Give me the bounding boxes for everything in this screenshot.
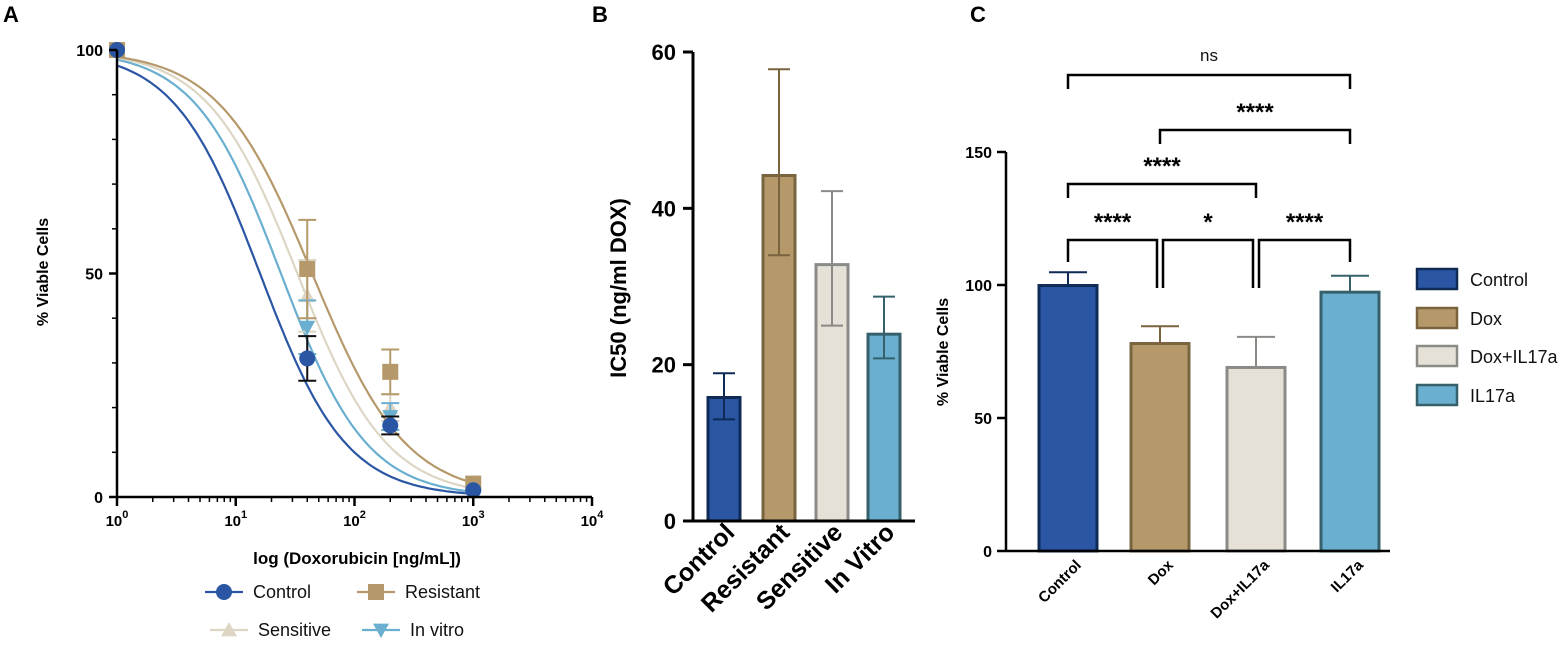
c-x-tick-label: IL17a [1328,556,1368,596]
b-bar-invitro [866,332,902,523]
a-x-tick-label: 101 [224,509,247,530]
c-bracket [1066,73,1352,89]
c-x-tick-label: Dox+IL17a [1207,556,1273,622]
c-legend-swatch-sensitive [1415,344,1459,368]
panel-b-letter: B [592,2,608,27]
a-legend-marker-control [216,584,232,600]
a-x-ticks: 100 101 102 103 104 [106,497,605,530]
a-y-ticks: 0 50 100 [76,43,117,507]
a-x-axis-title: log (Doxorubicin [ng/mL]) [253,549,461,568]
c-legend-label-sensitive: Dox+IL17a [1470,347,1559,367]
c-x-tick-label: Dox [1145,556,1178,589]
a-legend-label-resistant: Resistant [405,582,480,602]
c-legend-swatch-invitro [1415,383,1459,407]
panel-c-viability-bar-chart: 0 50 100 150 Control Dox Dox+IL17a IL17a % Via… [935,46,1559,622]
c-y-tick-label: 50 [974,411,992,428]
a-x-tick-label: 103 [462,509,485,530]
a-x-tick-exponent: 1 [241,509,247,521]
a-point-control [465,482,482,499]
c-bars [1037,284,1381,553]
c-x-tick-labels: Control Dox Dox+IL17a IL17a [1035,556,1367,622]
a-x-tick-base: 10 [581,513,598,530]
c-significance-label: **** [1286,209,1324,236]
a-x-tick-exponent: 4 [597,509,604,521]
c-bracket [1066,238,1159,288]
a-point-resistant [382,363,399,380]
b-y-tick-label: 20 [652,353,676,378]
c-y-axis-title: % Viable Cells [935,298,952,406]
a-point-invitro [299,320,316,336]
c-y-tick-label: 150 [965,145,992,162]
b-y-tick-label: 60 [652,40,676,65]
c-legend-label-resistant: Dox [1470,309,1502,329]
a-x-tick-base: 10 [224,513,241,530]
c-significance-label: ns [1200,46,1218,65]
c-bar-control [1037,284,1099,553]
panel-a-letter: A [3,2,19,27]
a-legend-label-control: Control [253,582,311,602]
b-bars [706,174,902,523]
a-point-resistant [299,261,316,278]
c-legend-swatch-control [1415,267,1459,291]
c-legend-label-control: Control [1470,270,1528,290]
a-curve-sensitive [116,56,474,490]
a-curve-resistant [116,55,474,485]
a-legend-label-invitro: In vitro [410,620,464,640]
c-y-tick-label: 100 [965,278,992,295]
a-y-tick-label: 100 [76,43,103,60]
a-x-tick-exponent: 3 [479,509,485,521]
b-error-bars [713,68,895,421]
a-legend-marker-sensitive [221,622,237,637]
a-x-tick-base: 10 [462,513,479,530]
c-significance-label: **** [1236,99,1274,126]
a-curve-control [116,64,474,495]
c-bar-resistant [1129,342,1191,553]
c-error-bars [1049,271,1369,368]
a-legend-marker-invitro [373,623,389,638]
c-legend-label-invitro: IL17a [1470,386,1516,406]
a-y-axis-title: % Viable Cells [35,218,52,326]
c-bar-invitro [1319,290,1381,553]
c-bar-sensitive [1225,365,1287,553]
c-legend-swatch-resistant [1415,306,1459,330]
a-curve-invitro [116,58,474,494]
a-y-tick-label: 50 [85,267,103,284]
c-significance-label: **** [1143,153,1181,180]
a-x-tick-exponent: 0 [122,509,128,521]
c-significance-label: **** [1094,209,1132,236]
panel-c-letter: C [970,2,986,27]
b-y-axis-title: IC50 (ng/ml DOX) [606,198,631,378]
a-x-tick-base: 10 [106,513,123,530]
a-legend: Control Resistant Sensitive In vitro [205,582,480,640]
c-bracket [1161,238,1255,288]
a-point-control [299,350,316,367]
a-y-tick-label: 0 [94,490,103,507]
c-significance-brackets: ns************ * **** [1066,46,1352,288]
a-x-tick-label: 102 [343,509,366,530]
a-x-tick-base: 10 [343,513,360,530]
c-bracket [1158,128,1352,144]
a-legend-label-sensitive: Sensitive [258,620,331,640]
a-fitted-curves [116,55,474,495]
a-x-tick-exponent: 2 [360,509,366,521]
c-bracket [1257,238,1352,288]
a-x-tick-label: 104 [581,509,605,530]
a-x-tick-label: 100 [106,509,129,530]
c-y-ticks: 0 50 100 150 [965,145,1006,561]
c-x-tick-label: Control [1035,557,1085,607]
c-significance-label: * [1203,209,1213,236]
a-point-control [382,417,399,434]
b-y-tick-label: 0 [664,509,676,534]
b-y-ticks: 0 20 40 60 [652,40,693,534]
c-bracket [1066,182,1258,198]
c-y-tick-label: 0 [983,544,992,561]
c-legend: Control Dox Dox+IL17a IL17a [1415,267,1559,407]
b-y-tick-label: 40 [652,196,676,221]
a-legend-marker-resistant [368,584,384,600]
